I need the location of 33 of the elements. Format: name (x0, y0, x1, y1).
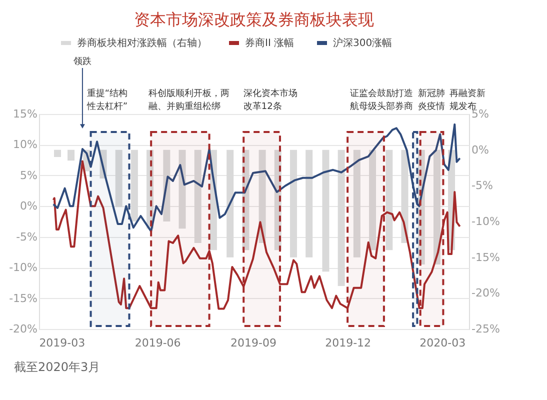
y2-tick-label: -25% (472, 322, 500, 336)
x-tick-label: 2019-06 (134, 336, 181, 350)
y-tick-label: 10% (13, 138, 38, 152)
text: 截至2020年3月 (14, 360, 100, 374)
y2-tick-label: 5% (472, 108, 489, 120)
y-tick-label: -20% (9, 322, 38, 336)
chart-title: 资本市场深改政策及券商板块表现 (134, 10, 374, 29)
y-tick-label: 15% (13, 108, 38, 120)
band-label: 重提“结构性去杠杆” (86, 88, 128, 112)
y2-tick-label: -20% (472, 286, 500, 300)
y2-tick-label: -10% (472, 215, 500, 228)
line-series (52, 160, 461, 310)
y-tick-label: -10% (9, 261, 38, 274)
x-tick-label: 2019-09 (230, 336, 276, 350)
y-tick-label: -15% (9, 292, 38, 305)
y-tick-label: 5% (20, 168, 38, 182)
legend-label: 券商板块相对涨跌幅（右轴） (77, 37, 207, 49)
x-tick-label: 2019-03 (39, 336, 86, 350)
y2-tick-label: 0% (472, 143, 489, 156)
x-tick-label: 2020-03 (420, 336, 466, 350)
band-label: 深化资本市场改革12条 (243, 88, 298, 112)
band-label: 新冠肺炎疫情 (418, 88, 446, 112)
legend-label: 沪深300涨幅 (333, 37, 392, 49)
x-tick-label: 2019-12 (325, 336, 372, 350)
y-tick-label: -5% (16, 230, 38, 244)
line-series (52, 123, 461, 232)
y-tick-label: 0% (20, 200, 38, 213)
y2-tick-label: -15% (472, 250, 500, 264)
y2-tick-label: -5% (472, 179, 493, 192)
band-label: 科创版顺利开板，两融、并购重组松绑 (148, 88, 230, 112)
legend-label: 券商II 涨幅 (245, 37, 294, 49)
band-label: 证监会鼓励打造航母级头部券商 (350, 88, 413, 112)
annotation: 领跌 (73, 56, 92, 67)
